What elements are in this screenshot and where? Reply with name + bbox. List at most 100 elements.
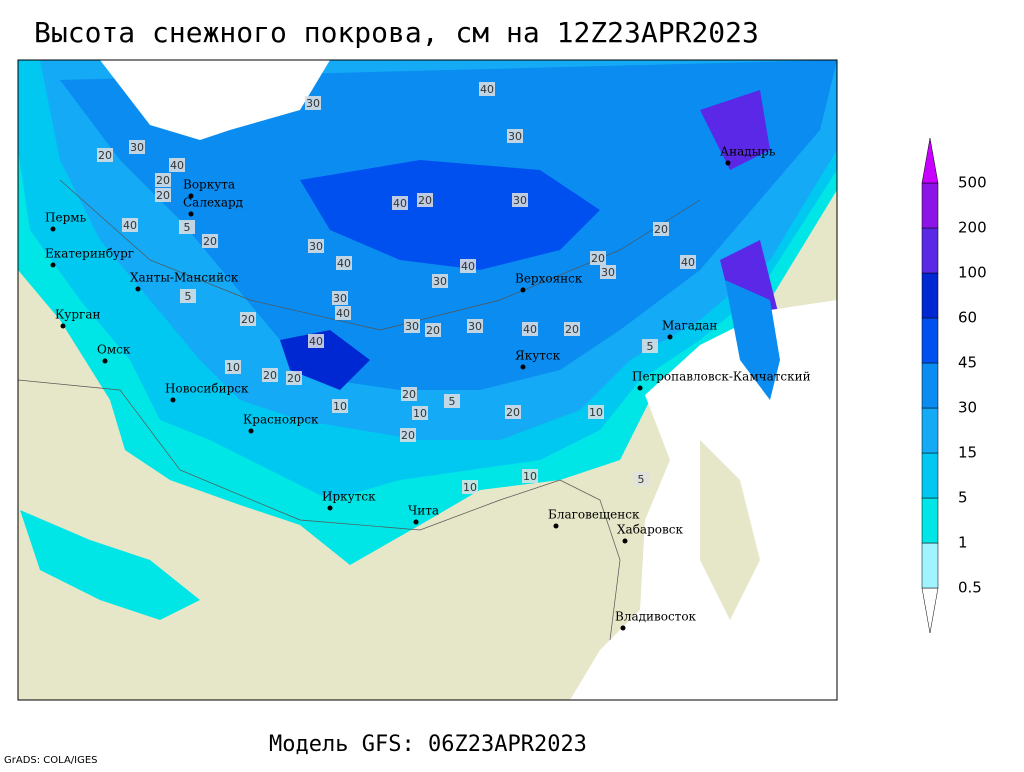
contour-label-box [332, 399, 348, 413]
city-dot [520, 287, 526, 293]
contour-label: 40 [523, 323, 537, 336]
legend-arrow-top [921, 137, 939, 184]
map-frame [17, 59, 838, 701]
contour-label: 30 [433, 275, 447, 288]
city-dot [725, 160, 731, 166]
contour-label: 20 [98, 149, 112, 162]
credit: GrADS: COLA/IGES [4, 755, 98, 766]
contour-label-box [305, 96, 321, 110]
contour-label-box [262, 368, 278, 382]
contour-label: 5 [647, 340, 654, 353]
legend-label: 200 [958, 219, 987, 237]
city-dot [170, 397, 176, 403]
contour-label: 5 [185, 290, 192, 303]
contour-label-box [335, 306, 351, 320]
contour-label-box [129, 140, 145, 154]
legend-label: 60 [958, 309, 977, 327]
contour-label-box [564, 322, 580, 336]
contour-label-box [202, 234, 218, 248]
contour-label: 20 [203, 235, 217, 248]
city-label: Иркутск [322, 490, 376, 504]
contour-label-box [680, 255, 696, 269]
city-dot [248, 428, 254, 434]
contour-label: 30 [333, 292, 347, 305]
city-label: Владивосток [615, 610, 697, 624]
contour-label-box [240, 312, 256, 326]
city-label: Магадан [662, 319, 717, 333]
city-label: Екатеринбург [45, 247, 134, 261]
contour-label: 5 [184, 221, 191, 234]
contour-label: 10 [413, 407, 427, 420]
legend-label: 30 [958, 399, 977, 417]
contour-label-box [155, 173, 171, 187]
contour-label: 5 [638, 473, 645, 486]
city-dot [50, 262, 56, 268]
contour-label-box [425, 323, 441, 337]
contour-label: 40 [170, 159, 184, 172]
contour-label: 40 [123, 219, 137, 232]
city-label: Пермь [45, 211, 87, 225]
contour-label: 40 [337, 257, 351, 270]
title: Высота снежного покрова, см на 12Z23APR2… [34, 16, 759, 49]
city-dot [667, 334, 673, 340]
city-label: Анадырь [720, 145, 776, 159]
contour-label-box [588, 405, 604, 419]
contour-label: 30 [508, 130, 522, 143]
contour-label: 20 [426, 324, 440, 337]
contour-label-box [225, 360, 241, 374]
contour-label-box [308, 239, 324, 253]
contour-label-box [169, 158, 185, 172]
contour-label-box [401, 387, 417, 401]
contour-label: 30 [468, 320, 482, 333]
legend-swatch [921, 407, 939, 454]
contour-label: 5 [449, 395, 456, 408]
city-dot [188, 193, 194, 199]
kamchatka [725, 280, 780, 400]
city-dot [520, 364, 526, 370]
legend-swatch [921, 362, 939, 409]
contour-label-box [432, 274, 448, 288]
contour-label: 20 [506, 406, 520, 419]
contour-label: 30 [306, 97, 320, 110]
contour-label-box [308, 334, 324, 348]
contour-label: 40 [336, 307, 350, 320]
contour-label: 20 [156, 189, 170, 202]
city-dot [188, 211, 194, 217]
contour-label-box [522, 322, 538, 336]
contour-label-box [180, 289, 196, 303]
contour-label-box [332, 291, 348, 305]
city-label: Новосибирск [165, 382, 249, 396]
contour-label: 40 [461, 260, 475, 273]
snow-1 [20, 510, 200, 620]
legend-label: 1 [958, 534, 968, 552]
contour-label-box [507, 129, 523, 143]
contour-label: 20 [418, 194, 432, 207]
contour-label-box [590, 251, 606, 265]
contour-label-box [179, 220, 195, 234]
sea [100, 60, 330, 140]
legend-swatch [921, 272, 939, 319]
map: Пермь Екатеринбург Курган Омск Ханты-Мансийс… [17, 59, 838, 701]
contour-label-box [417, 193, 433, 207]
contour-label-box [122, 218, 138, 232]
city-dot [102, 358, 108, 364]
contour-label-box [642, 339, 658, 353]
contour-label-box [404, 319, 420, 333]
city-dot [135, 286, 141, 292]
contour-label: 30 [405, 320, 419, 333]
city-label: Якутск [515, 349, 561, 363]
contour-label-box [155, 188, 171, 202]
contour-label-box [633, 472, 649, 486]
contour-label-box [462, 480, 478, 494]
contour-label: 20 [591, 252, 605, 265]
city-label: Воркута [183, 178, 235, 192]
contour-label: 40 [681, 256, 695, 269]
legend-label: 45 [958, 354, 977, 372]
city-label: Хабаровск [617, 523, 683, 537]
contour-label-box [444, 394, 460, 408]
contour-label: 20 [241, 313, 255, 326]
contour-label-box [336, 256, 352, 270]
city-dot [637, 385, 643, 391]
contour-label-box [600, 265, 616, 279]
